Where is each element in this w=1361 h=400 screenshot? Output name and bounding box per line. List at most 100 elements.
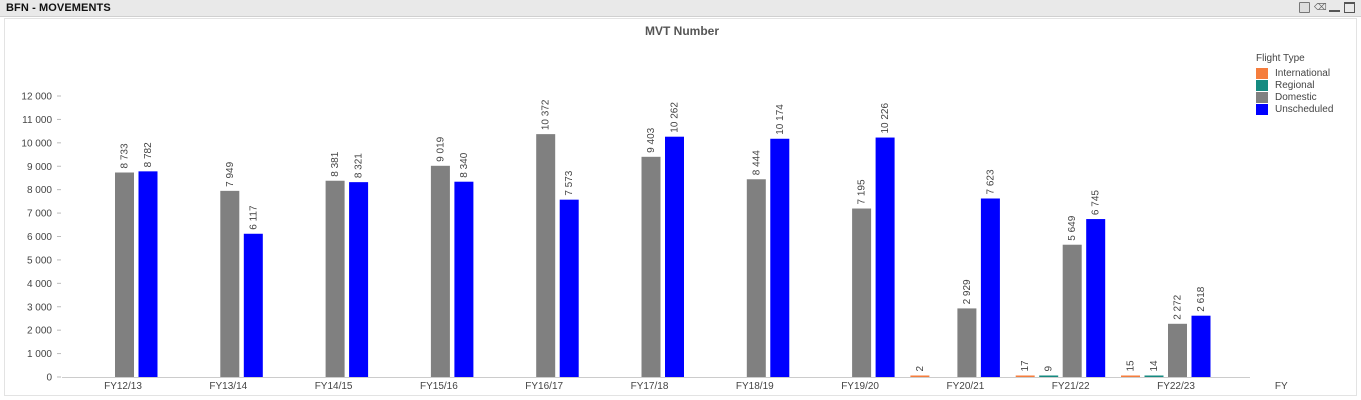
bar-unscheduled[interactable] — [1191, 315, 1211, 377]
y-tick-label: 5 000 — [27, 255, 52, 266]
x-tick-label[interactable]: FY15/16 — [420, 381, 458, 392]
x-tick-label[interactable]: FY14/15 — [315, 381, 353, 392]
legend-label: Domestic — [1275, 91, 1317, 103]
y-tick-label: 4 000 — [27, 279, 52, 290]
y-tick-label: 0 — [46, 373, 52, 384]
minimize-icon[interactable] — [1329, 4, 1340, 12]
clear-selections-icon[interactable]: ⌫ — [1314, 2, 1327, 12]
bar-domestic[interactable] — [852, 208, 872, 377]
legend-title: Flight Type — [1256, 53, 1305, 64]
y-tick-label: 8 000 — [27, 185, 52, 196]
panel-header: BFN - MOVEMENTS ⌫ — [0, 0, 1361, 17]
data-label: 15 — [1126, 360, 1137, 372]
x-tick-label[interactable]: FY22/23 — [1157, 381, 1195, 392]
data-label: 8 782 — [143, 142, 154, 167]
data-label: 9 019 — [435, 136, 446, 161]
bar-unscheduled[interactable] — [875, 137, 895, 377]
y-axis: 0 1 000 2 000 3 000 4 000 5 000 6 000 7 000 8 00… — [21, 92, 61, 384]
legend-item-domestic[interactable]: Domestic — [1256, 91, 1333, 103]
data-label: 7 949 — [225, 161, 236, 186]
data-label: 6 117 — [248, 205, 259, 230]
bar-unscheduled[interactable] — [1086, 219, 1106, 377]
legend-label: Regional — [1275, 79, 1315, 91]
bar-domestic[interactable] — [220, 190, 240, 377]
data-label: 8 381 — [330, 151, 341, 176]
data-label: 7 623 — [985, 169, 996, 194]
y-tick-label: 3 000 — [27, 302, 52, 313]
bar-domestic[interactable] — [325, 180, 345, 377]
bar-regional[interactable] — [1039, 375, 1059, 378]
bar-unscheduled[interactable] — [559, 199, 579, 377]
bars — [115, 134, 1211, 377]
x-tick-label[interactable]: FY12/13 — [104, 381, 142, 392]
y-tick-label: 11 000 — [22, 115, 52, 126]
data-label: 2 272 — [1173, 294, 1184, 319]
bar-domestic[interactable] — [641, 156, 661, 377]
maximize-icon[interactable] — [1344, 2, 1355, 13]
data-label: 9 403 — [646, 127, 657, 152]
data-label: 5 649 — [1067, 215, 1078, 240]
data-label: 10 372 — [541, 99, 552, 130]
data-label: 10 262 — [670, 102, 681, 133]
x-tick-label[interactable]: FY20/21 — [946, 381, 984, 392]
data-label: 6 745 — [1091, 190, 1102, 215]
y-tick-label: 7 000 — [27, 209, 52, 220]
legend-label: International — [1275, 67, 1331, 79]
bar-unscheduled[interactable] — [980, 198, 1000, 377]
bar-unscheduled[interactable] — [349, 182, 369, 377]
bar-domestic[interactable] — [430, 165, 450, 377]
bar-domestic[interactable] — [1062, 244, 1082, 377]
legend-swatch — [1256, 79, 1268, 91]
data-label: 9 — [1044, 366, 1055, 372]
bar-domestic[interactable] — [115, 172, 134, 377]
bar-international[interactable] — [1015, 375, 1035, 378]
data-labels: 8 733 8 782 7 949 6 117 8 381 8 321 9 019 8 340… — [120, 99, 1208, 371]
y-tick-label: 9 000 — [27, 162, 52, 173]
x-tick-label[interactable]: FY16/17 — [525, 381, 563, 392]
y-tick-label: 2 000 — [27, 326, 52, 337]
legend-item-regional[interactable]: Regional — [1256, 79, 1333, 91]
data-label: 17 — [1020, 360, 1031, 372]
legend-item-unscheduled[interactable]: Unscheduled — [1256, 103, 1333, 115]
print-icon[interactable] — [1299, 2, 1310, 13]
legend-label: Unscheduled — [1275, 103, 1334, 115]
bar-domestic[interactable] — [746, 179, 766, 377]
x-tick-label[interactable]: FY18/19 — [736, 381, 774, 392]
panel-toolbar: ⌫ — [1299, 2, 1355, 13]
x-tick-label[interactable]: FY17/18 — [631, 381, 669, 392]
bar-domestic[interactable] — [957, 308, 977, 377]
bar-unscheduled[interactable] — [665, 136, 684, 377]
y-tick-label: 12 000 — [21, 92, 52, 103]
bar-domestic[interactable] — [536, 134, 556, 377]
legend-swatch — [1256, 91, 1268, 103]
data-label: 10 174 — [775, 104, 786, 135]
data-label: 8 444 — [751, 150, 762, 175]
legend-item-international[interactable]: International — [1256, 67, 1333, 79]
data-label: 8 321 — [354, 153, 365, 178]
y-tick-label: 6 000 — [27, 232, 52, 243]
bar-unscheduled[interactable] — [770, 138, 790, 377]
bar-unscheduled[interactable] — [138, 171, 158, 377]
data-label: 8 340 — [459, 152, 470, 177]
data-label: 2 929 — [962, 279, 973, 304]
x-tick-label[interactable]: FY21/22 — [1052, 381, 1090, 392]
x-tick-label[interactable]: FY — [1275, 381, 1288, 392]
data-label: 8 733 — [120, 143, 131, 168]
bar-international[interactable] — [910, 375, 930, 378]
data-label: 7 573 — [564, 170, 575, 195]
bar-unscheduled[interactable] — [243, 233, 263, 377]
bar-unscheduled[interactable] — [454, 181, 474, 377]
x-tick-label[interactable]: FY19/20 — [841, 381, 879, 392]
data-label: 10 226 — [880, 103, 891, 134]
bar-international[interactable] — [1121, 375, 1140, 378]
bar-regional[interactable] — [1144, 375, 1164, 378]
legend[interactable]: Flight Type International Regional Domes… — [1256, 53, 1333, 115]
chart-title: MVT Number — [645, 24, 719, 38]
panel-title: BFN - MOVEMENTS — [6, 2, 111, 14]
chart-frame — [4, 18, 1357, 396]
data-label: 14 — [1149, 360, 1160, 372]
x-tick-label[interactable]: FY13/14 — [209, 381, 247, 392]
bar-domestic[interactable] — [1168, 323, 1187, 377]
data-label: 2 — [915, 366, 926, 372]
